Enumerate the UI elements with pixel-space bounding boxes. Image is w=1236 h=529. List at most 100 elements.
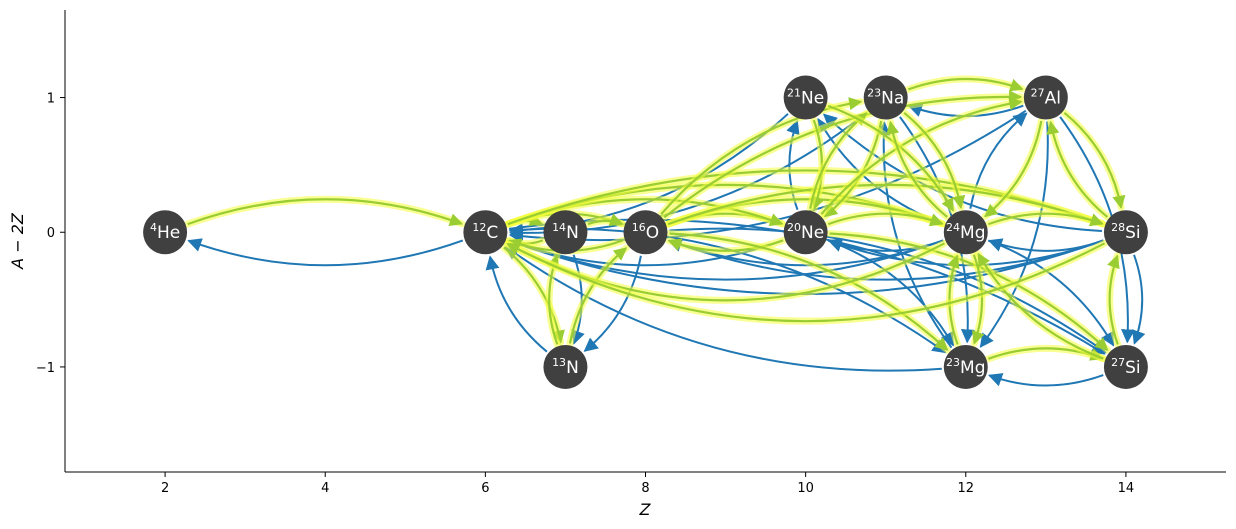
weak-link <box>1132 254 1146 345</box>
weak-link <box>669 227 1107 354</box>
strong-link <box>667 238 784 252</box>
strong-link <box>503 246 565 344</box>
strong-link <box>1063 111 1126 209</box>
node-mass-number: 23 <box>867 87 881 100</box>
node-circle <box>943 344 988 389</box>
weak-link <box>987 239 1115 347</box>
node-mass-number: 20 <box>787 221 801 234</box>
strong-link-glow <box>1047 118 1111 221</box>
node-circle <box>543 210 588 255</box>
y-axis-label: A − 2Z <box>8 212 27 270</box>
strong-link <box>820 97 1023 215</box>
x-axis-label: Z <box>639 500 652 519</box>
node-label: 16O <box>632 221 659 243</box>
strong-link <box>984 120 1043 218</box>
node-label: 23Na <box>867 87 904 109</box>
node-circle <box>143 210 188 255</box>
strong-link <box>587 213 624 226</box>
strong-link <box>1107 254 1120 345</box>
node-mass-number: 23 <box>946 356 960 369</box>
node-mass-number: 12 <box>472 221 486 234</box>
strong-link <box>669 232 949 351</box>
node-al27: 27Al <box>1023 75 1068 120</box>
node-circle <box>1103 344 1148 389</box>
node-mg24: 24Mg <box>943 210 988 255</box>
node-label: 20Ne <box>787 221 824 243</box>
node-o16: 16O <box>623 210 668 255</box>
strong-link <box>977 252 1104 360</box>
node-si27: 27Si <box>1103 344 1148 389</box>
node-label: 21Ne <box>787 87 824 109</box>
node-mass-number: 4 <box>150 221 157 234</box>
node-element-symbol: Ne <box>801 89 824 109</box>
node-element-symbol: Si <box>1125 223 1141 243</box>
strong-link <box>568 247 628 344</box>
node-na23: 23Na <box>863 75 908 120</box>
y-tick-label: 0 <box>47 226 55 241</box>
node-label: 13N <box>552 356 579 378</box>
strong-link-glow <box>1060 109 1125 212</box>
node-circle <box>623 210 668 255</box>
node-c12: 12C <box>463 210 508 255</box>
strong-link <box>1046 120 1109 218</box>
strong-link <box>667 183 1104 226</box>
strong-link <box>907 77 1024 92</box>
node-element-symbol: Mg <box>960 223 985 243</box>
axes: 2 4 6 8 10 12 14 −101 Z A − 2Z <box>8 10 1226 519</box>
node-circle <box>783 210 828 255</box>
node-circle <box>863 75 908 120</box>
node-mass-number: 27 <box>1111 356 1125 369</box>
node-circle <box>463 210 508 255</box>
y-tick-label: 1 <box>47 92 55 107</box>
node-element-symbol: C <box>486 223 498 243</box>
weak-link <box>667 238 1104 281</box>
weak-link <box>979 121 1049 348</box>
node-mass-number: 28 <box>1111 221 1125 234</box>
node-label: 28Si <box>1111 221 1141 243</box>
node-element-symbol: He <box>157 223 180 243</box>
node-circle <box>543 344 588 389</box>
node-circle <box>943 210 988 255</box>
weak-link <box>485 255 548 353</box>
node-mass-number: 16 <box>632 221 646 234</box>
x-tick-label: 4 <box>321 481 329 496</box>
node-element-symbol: Si <box>1125 358 1141 378</box>
node-element-symbol: Ne <box>801 223 824 243</box>
weak-link <box>987 238 1104 252</box>
x-ticks: 2 4 6 8 10 12 14 <box>161 472 1134 496</box>
node-label: 27Al <box>1031 87 1061 109</box>
node-circle <box>1023 75 1068 120</box>
weak-link <box>827 239 955 347</box>
weak-link <box>969 112 1028 209</box>
node-mass-number: 21 <box>787 87 801 100</box>
node-circle <box>1103 210 1148 255</box>
node-label: 24Mg <box>946 221 985 243</box>
strong-link <box>187 198 464 226</box>
node-label: 14N <box>552 221 579 243</box>
weak-link <box>504 245 942 372</box>
node-mass-number: 14 <box>552 221 566 234</box>
x-tick-label: 14 <box>1118 481 1135 496</box>
node-circle <box>783 75 828 120</box>
x-tick-label: 10 <box>797 481 814 496</box>
strong-link <box>886 120 948 218</box>
weak-link <box>583 255 642 352</box>
node-mass-number: 13 <box>552 356 566 369</box>
node-he4: 4He <box>143 210 188 255</box>
weak-link <box>187 238 464 267</box>
strong-link <box>972 254 985 345</box>
node-ne20: 20Ne <box>783 210 828 255</box>
node-element-symbol: Al <box>1045 89 1061 109</box>
y-ticks: −1 0 1 <box>36 92 65 376</box>
reaction-links <box>184 75 1146 387</box>
strong-link <box>903 111 966 209</box>
x-tick-label: 12 <box>958 481 975 496</box>
node-label: 4He <box>150 221 180 243</box>
x-tick-label: 6 <box>481 481 489 496</box>
node-mg23: 23Mg <box>943 344 988 389</box>
x-tick-label: 2 <box>161 481 169 496</box>
node-element-symbol: Na <box>881 89 904 109</box>
node-mass-number: 27 <box>1031 87 1045 100</box>
